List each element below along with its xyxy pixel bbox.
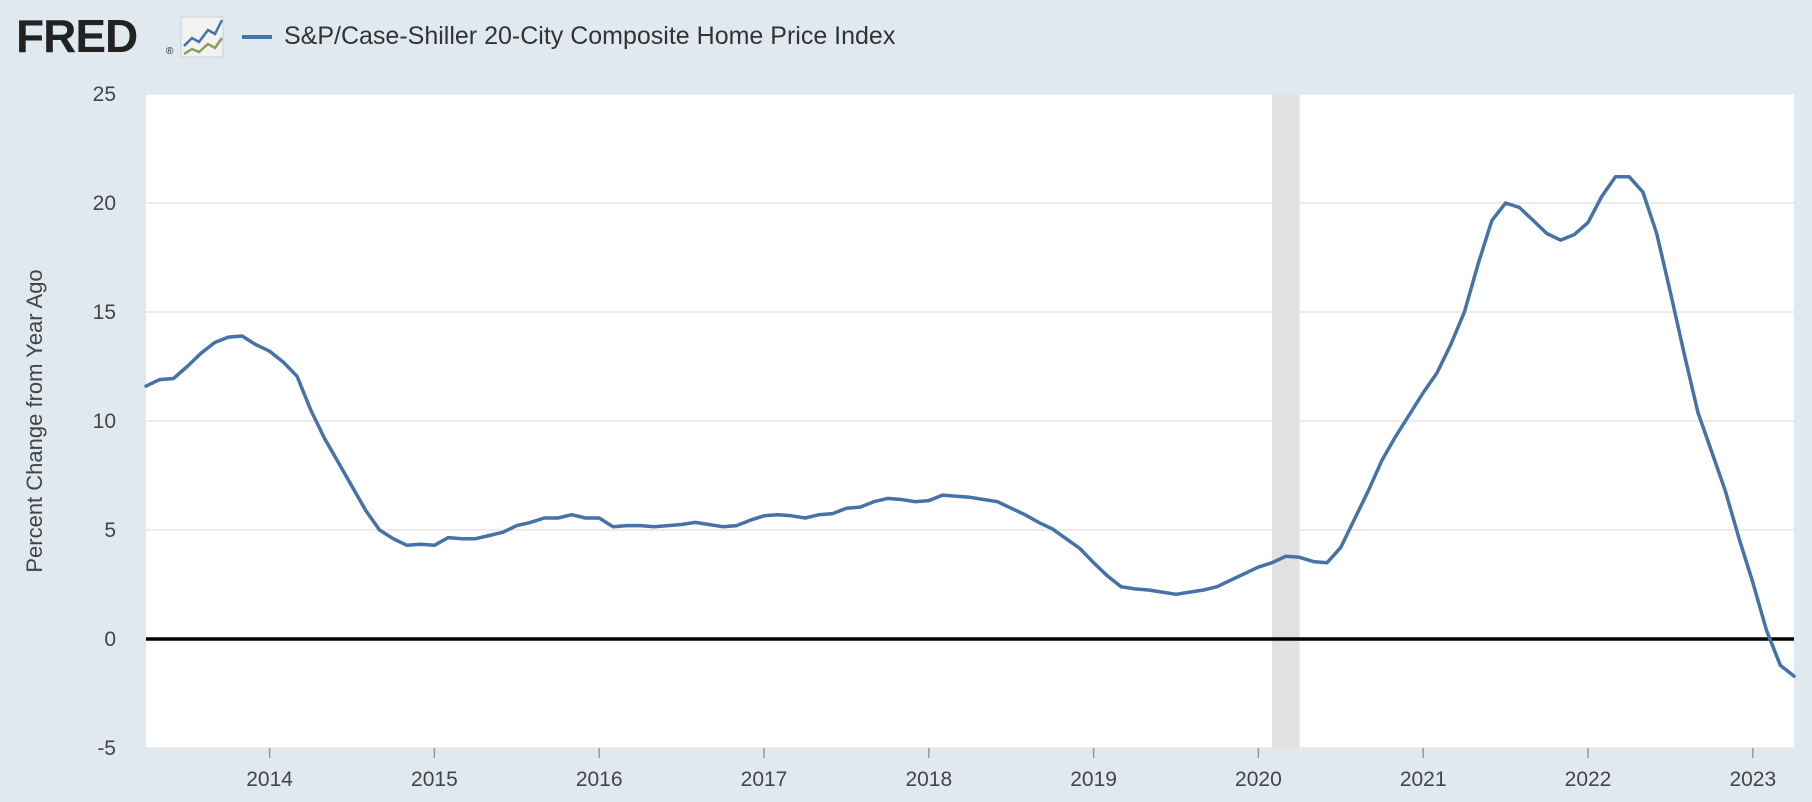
x-tick-label: 2015 [411,768,458,791]
fred-graph-icon [180,16,224,58]
fred-logo[interactable]: FRED [16,10,138,62]
y-tick-label: 15 [93,301,116,324]
y-tick-label: -5 [97,737,116,760]
chart-header: FRED ® S&P/Case-Shiller 20-City Composit… [0,0,1812,76]
x-tick-label: 2020 [1235,768,1282,791]
x-tick-label: 2022 [1565,768,1612,791]
x-tick-label: 2014 [246,768,293,791]
y-tick-label: 20 [93,192,116,215]
y-tick-label: 0 [104,628,116,651]
fred-registered-mark: ® [166,46,174,57]
legend-series-label[interactable]: S&P/Case-Shiller 20-City Composite Home … [284,22,896,50]
grid-lines [146,93,1794,749]
x-tick-label: 2019 [1070,768,1117,791]
y-axis-ticks: 25 20 15 10 5 0 -5 [93,83,116,760]
graph-icon-green-line [183,37,224,56]
x-tick-label: 2016 [576,768,623,791]
x-axis-ticks: 2014 2015 2016 2017 2018 2019 2020 2021 2022 2023 [246,748,1776,791]
legend-series-swatch [242,35,272,39]
series-line-case-shiller-20-city[interactable] [144,175,1796,678]
x-tick-label: 2023 [1729,768,1776,791]
graph-icon-blue-line [183,19,224,47]
x-tick-label: 2018 [905,768,952,791]
y-tick-label: 5 [104,519,116,542]
y-tick-label: 25 [93,83,116,106]
x-tick-label: 2017 [741,768,788,791]
x-tick-label: 2021 [1400,768,1447,791]
y-axis-label: Percent Change from Year Ago [22,269,47,572]
y-tick-label: 10 [93,410,116,433]
